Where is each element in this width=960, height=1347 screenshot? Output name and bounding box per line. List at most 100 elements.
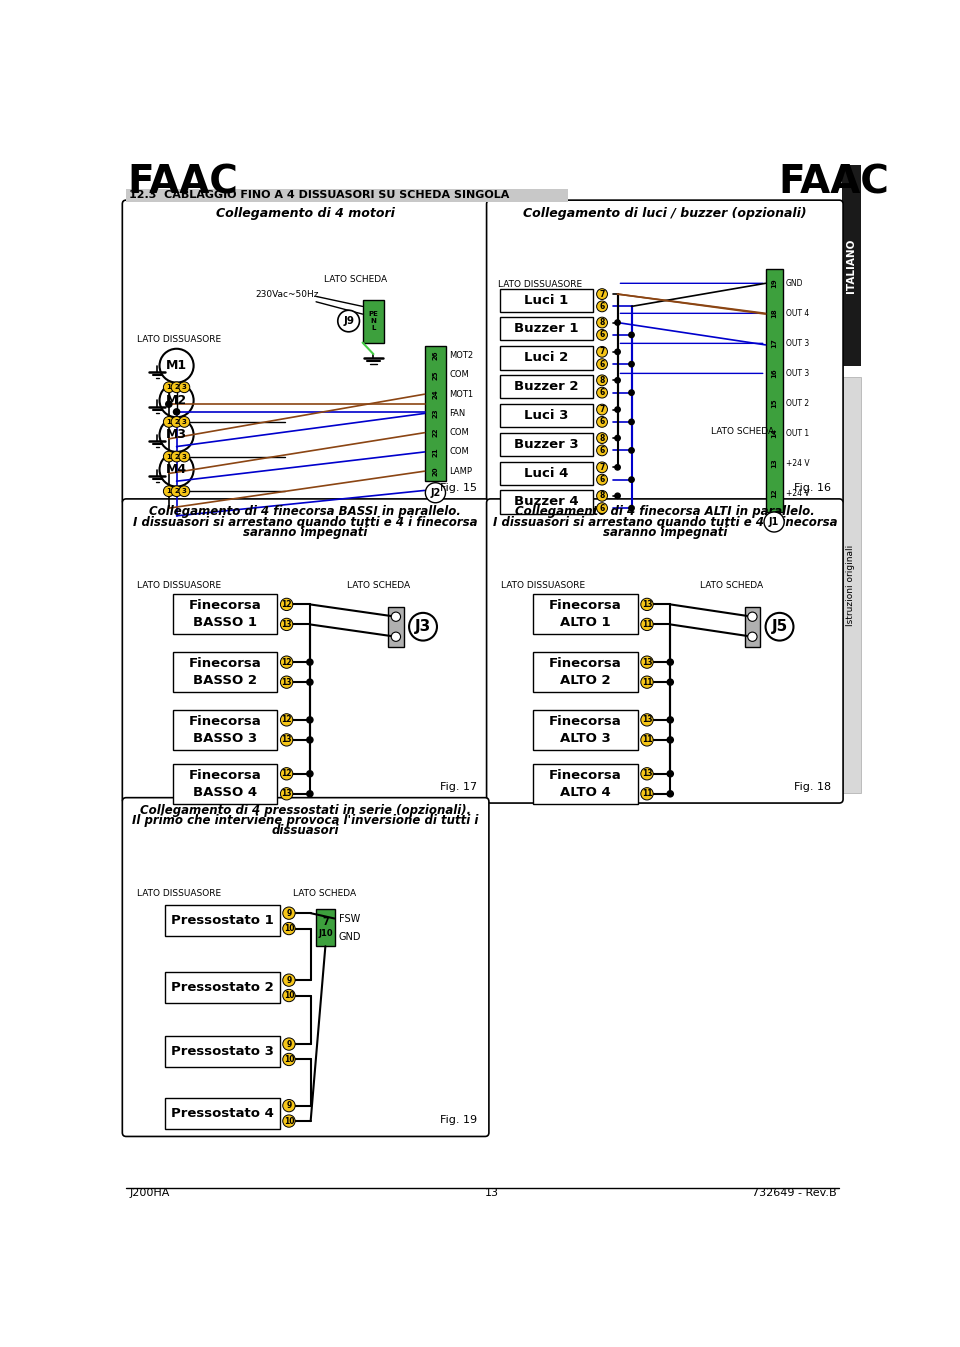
Text: LATO DISSUASORE: LATO DISSUASORE (137, 582, 221, 590)
Circle shape (596, 445, 608, 455)
Bar (533, 594, 637, 634)
Circle shape (159, 418, 194, 453)
Text: 8: 8 (599, 318, 605, 327)
Text: FAN: FAN (449, 409, 466, 418)
Circle shape (174, 408, 180, 415)
Text: J1: J1 (769, 517, 780, 527)
Text: 11: 11 (641, 735, 652, 745)
Text: 21: 21 (432, 447, 439, 457)
Text: 12: 12 (281, 715, 292, 725)
Text: M1: M1 (166, 360, 187, 372)
Bar (533, 710, 637, 750)
Circle shape (629, 361, 635, 366)
Circle shape (641, 598, 653, 610)
Circle shape (163, 486, 175, 497)
Bar (173, 710, 277, 750)
Bar (533, 652, 637, 692)
Text: LATO SCHEDA: LATO SCHEDA (293, 889, 356, 898)
Bar (500, 404, 592, 427)
Circle shape (614, 435, 620, 440)
Text: BASSO 4: BASSO 4 (193, 785, 256, 799)
Circle shape (280, 618, 293, 630)
Text: Collegamento di 4 motori: Collegamento di 4 motori (216, 206, 395, 220)
Circle shape (392, 632, 400, 641)
Text: GND: GND (339, 932, 361, 942)
Text: 13: 13 (281, 735, 292, 745)
Text: Il primo che interviene provoca l'inversione di tutti i: Il primo che interviene provoca l'invers… (132, 814, 478, 827)
Text: 3: 3 (181, 454, 187, 459)
Circle shape (280, 714, 293, 726)
Text: COM: COM (449, 370, 469, 380)
Circle shape (163, 381, 175, 392)
Text: saranno impegnati: saranno impegnati (603, 525, 727, 539)
Text: 9: 9 (286, 975, 292, 985)
Text: Fig. 15: Fig. 15 (441, 482, 477, 493)
Text: 7: 7 (599, 348, 605, 357)
Circle shape (596, 490, 608, 501)
Bar (745, 606, 760, 647)
Text: 22: 22 (432, 428, 439, 438)
Circle shape (629, 419, 635, 424)
Text: FSW: FSW (339, 913, 360, 924)
Text: PE
N
L: PE N L (369, 311, 378, 331)
Bar (165, 1098, 279, 1129)
Circle shape (614, 407, 620, 412)
Text: LAMP: LAMP (449, 466, 472, 475)
Circle shape (764, 512, 784, 532)
Text: Buzzer 4: Buzzer 4 (514, 496, 579, 508)
Text: 17: 17 (771, 338, 777, 349)
Circle shape (596, 346, 608, 357)
Text: I dissuasori si arrestano quando tutti e 4 i finecorsa: I dissuasori si arrestano quando tutti e… (133, 516, 477, 528)
Circle shape (614, 349, 620, 354)
Circle shape (641, 618, 653, 630)
Bar (765, 269, 782, 512)
Text: J2: J2 (430, 488, 441, 498)
Circle shape (614, 319, 620, 325)
Circle shape (280, 676, 293, 688)
Circle shape (596, 317, 608, 327)
Circle shape (596, 474, 608, 485)
Circle shape (596, 502, 608, 513)
Text: J3: J3 (415, 620, 431, 634)
Text: 9: 9 (286, 909, 292, 917)
Text: 7: 7 (322, 916, 328, 927)
Circle shape (163, 416, 175, 427)
Text: Luci 1: Luci 1 (524, 294, 568, 307)
Text: 8: 8 (599, 434, 605, 443)
Text: Pressostato 4: Pressostato 4 (171, 1107, 274, 1119)
Text: LATO SCHEDA: LATO SCHEDA (348, 582, 410, 590)
FancyBboxPatch shape (122, 201, 489, 504)
Text: 10: 10 (284, 1117, 294, 1126)
Circle shape (166, 488, 172, 494)
Circle shape (614, 377, 620, 383)
Circle shape (179, 381, 190, 392)
Bar (842, 166, 861, 365)
Text: 6: 6 (599, 418, 605, 427)
Circle shape (280, 598, 293, 610)
Bar (500, 490, 592, 513)
Circle shape (641, 788, 653, 800)
Text: M2: M2 (166, 393, 187, 407)
Circle shape (307, 717, 313, 723)
Text: LATO DISSUASORE: LATO DISSUASORE (501, 582, 586, 590)
Circle shape (338, 310, 359, 331)
Text: Finecorsa: Finecorsa (188, 657, 261, 671)
Circle shape (667, 659, 673, 665)
Text: 13: 13 (641, 657, 652, 667)
Text: 12.3  CABLAGGIO FINO A 4 DISSUASORI SU SCHEDA SINGOLA: 12.3 CABLAGGIO FINO A 4 DISSUASORI SU SC… (130, 190, 510, 201)
Text: 18: 18 (771, 308, 777, 318)
Bar (363, 300, 384, 342)
Circle shape (159, 384, 194, 418)
Circle shape (166, 401, 172, 407)
Text: FAAC: FAAC (779, 163, 890, 201)
Bar (165, 1036, 279, 1067)
Bar (173, 764, 277, 804)
Text: OUT 4: OUT 4 (785, 308, 809, 318)
Text: J5: J5 (772, 620, 787, 634)
Text: Luci 4: Luci 4 (524, 467, 568, 480)
Bar (500, 317, 592, 341)
Text: 11: 11 (641, 678, 652, 687)
Text: 6: 6 (599, 388, 605, 397)
Circle shape (174, 454, 180, 459)
Text: 7: 7 (599, 463, 605, 471)
